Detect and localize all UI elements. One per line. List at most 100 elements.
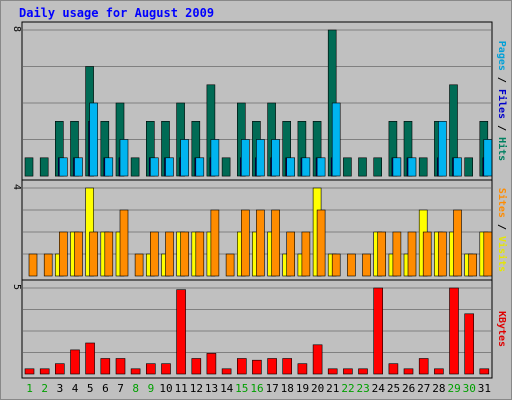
bar-pages-day-10 <box>165 157 174 177</box>
day-label-27: 27 <box>417 382 430 395</box>
bar-hits-day-22 <box>343 157 352 177</box>
bar-sites-day-22 <box>347 253 356 277</box>
bar-kbytes-day-14 <box>221 368 232 375</box>
day-label-16: 16 <box>250 382 263 395</box>
bar-pages-day-11 <box>180 139 189 177</box>
bar-sites-day-5 <box>89 231 98 277</box>
bar-pages-day-25 <box>392 157 402 177</box>
day-label-13: 13 <box>205 382 218 395</box>
legend-label-part: Files <box>496 89 508 119</box>
bar-hits-day-1 <box>24 157 34 177</box>
day-label-15: 15 <box>235 382 248 395</box>
bar-pages-day-4 <box>74 157 83 177</box>
day-label-23: 23 <box>356 382 369 395</box>
bar-pages-day-19 <box>301 157 311 177</box>
bar-pages-day-26 <box>407 157 417 177</box>
bar-sites-day-17 <box>271 209 280 277</box>
bar-kbytes-day-10 <box>161 363 171 375</box>
panel-hits-files-pages: 8 Pages / Files / Hits <box>11 21 508 181</box>
panel-kbytes: 5 KBytes <box>11 279 507 379</box>
bar-kbytes-day-26 <box>403 368 414 375</box>
bar-kbytes-day-30 <box>464 313 475 375</box>
bar-kbytes-day-4 <box>70 349 80 375</box>
bar-hits-day-24 <box>373 157 383 177</box>
bar-pages-day-18 <box>286 157 296 177</box>
bar-pages-day-12 <box>195 157 205 177</box>
bar-sites-day-23 <box>362 253 371 277</box>
bar-pages-day-6 <box>104 157 114 177</box>
panel-max-label: 8 <box>11 26 22 32</box>
bar-pages-day-31 <box>483 139 493 177</box>
day-label-20: 20 <box>311 382 324 395</box>
legend-label-part: KBytes <box>496 311 507 347</box>
bar-kbytes-day-22 <box>343 368 353 375</box>
bar-sites-day-24 <box>377 231 387 277</box>
bar-kbytes-day-3 <box>54 363 65 375</box>
day-label-12: 12 <box>190 382 203 395</box>
day-label-22: 22 <box>341 382 354 395</box>
day-label-4: 4 <box>72 382 79 395</box>
bar-kbytes-day-16 <box>252 359 262 375</box>
bar-kbytes-day-28 <box>434 368 444 375</box>
bar-sites-day-15 <box>241 209 250 277</box>
bar-kbytes-day-18 <box>282 358 293 375</box>
bar-sites-day-25 <box>392 231 402 277</box>
bar-kbytes-day-12 <box>191 358 202 375</box>
day-label-5: 5 <box>87 382 94 395</box>
bar-sites-day-13 <box>210 209 220 277</box>
bar-sites-day-11 <box>180 231 189 277</box>
bar-kbytes-day-1 <box>24 368 35 375</box>
bar-kbytes-day-11 <box>176 289 186 375</box>
day-label-8: 8 <box>132 382 139 395</box>
bar-pages-day-28 <box>438 121 447 177</box>
bar-pages-day-16 <box>256 139 265 177</box>
legend-label-part: Pages <box>496 41 507 71</box>
bar-kbytes-day-15 <box>237 358 247 375</box>
day-label-21: 21 <box>326 382 339 395</box>
day-label-11: 11 <box>175 382 188 395</box>
bar-sites-day-30 <box>468 253 478 277</box>
bar-sites-day-28 <box>438 231 447 277</box>
bar-kbytes-day-5 <box>85 342 95 375</box>
bar-kbytes-day-19 <box>297 363 308 375</box>
bar-sites-day-2 <box>43 253 53 277</box>
bar-kbytes-day-13 <box>206 353 217 375</box>
bar-sites-day-20 <box>316 209 326 277</box>
bar-hits-day-30 <box>464 157 474 177</box>
day-label-24: 24 <box>372 382 386 395</box>
day-label-17: 17 <box>266 382 279 395</box>
legend-label-part: Sites <box>496 188 508 218</box>
bar-kbytes-day-9 <box>146 363 156 375</box>
bar-kbytes-day-25 <box>388 363 399 375</box>
day-label-3: 3 <box>57 382 64 395</box>
legend-label-part: / <box>496 71 507 89</box>
legend-label-part: Hits <box>496 137 508 161</box>
bar-kbytes-day-24 <box>373 287 384 375</box>
bar-pages-day-20 <box>316 157 326 177</box>
bar-kbytes-day-8 <box>130 368 141 375</box>
day-label-31: 31 <box>478 382 491 395</box>
bar-pages-day-3 <box>58 157 68 177</box>
bar-sites-day-8 <box>134 253 144 277</box>
bar-sites-day-3 <box>58 231 68 277</box>
legend-label-part: / <box>496 119 507 137</box>
bar-sites-day-19 <box>301 231 311 277</box>
bar-pages-day-15 <box>241 139 250 177</box>
bar-sites-day-21 <box>331 253 341 277</box>
day-label-1: 1 <box>26 382 33 395</box>
chart-panels: 8 Pages / Files / Hits 4 Sites / Visits 5 KBy… <box>11 21 508 379</box>
bar-pages-day-9 <box>150 157 159 177</box>
bar-pages-day-17 <box>271 139 280 177</box>
bar-kbytes-day-17 <box>267 358 277 375</box>
bar-kbytes-day-6 <box>100 358 111 375</box>
day-label-10: 10 <box>159 382 172 395</box>
day-label-2: 2 <box>41 382 48 395</box>
bar-sites-day-4 <box>74 231 83 277</box>
day-label-29: 29 <box>447 382 460 395</box>
day-label-26: 26 <box>402 382 415 395</box>
bar-kbytes-day-21 <box>327 368 338 375</box>
bar-hits-day-2 <box>39 157 49 177</box>
bar-sites-day-16 <box>256 209 265 277</box>
panel-legend-label: Sites / Visits <box>496 188 508 272</box>
bar-kbytes-day-23 <box>358 368 368 375</box>
